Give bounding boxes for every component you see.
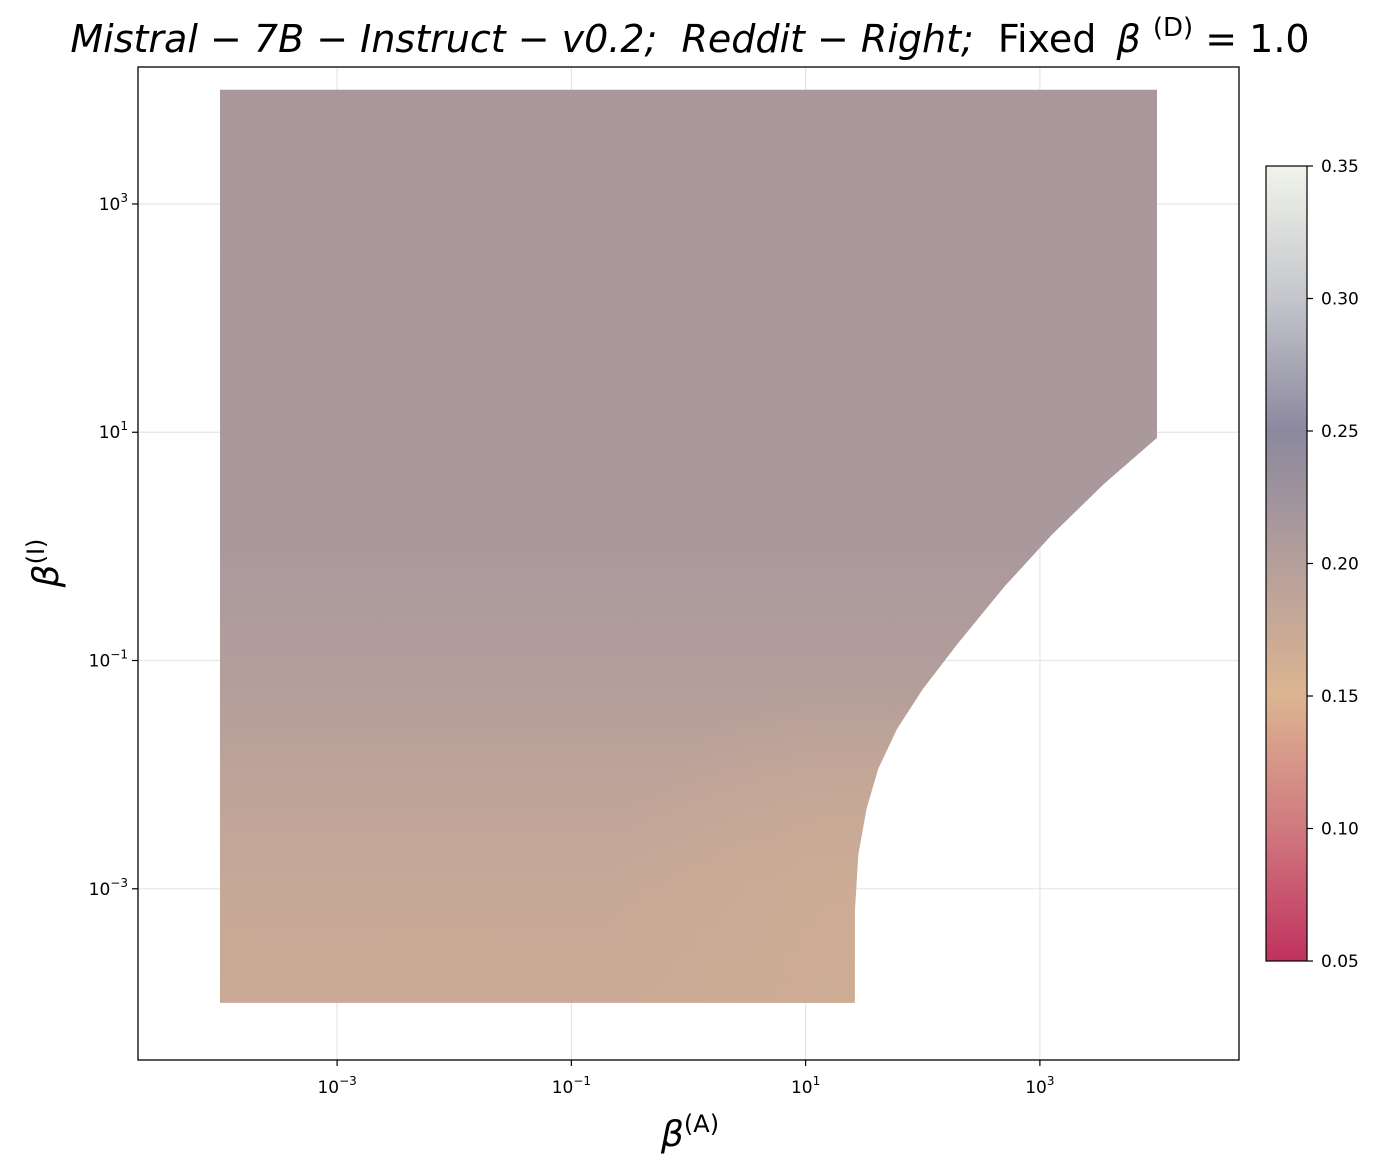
y-axis-ticks: 103 101 10−1 10−3	[89, 191, 138, 900]
colorbar-tick-label: 0.35	[1321, 157, 1359, 177]
x-axis-ticks: 10−3 10−1 101 103	[317, 1060, 1055, 1098]
colorbar-tick-label: 0.20	[1321, 555, 1359, 575]
y-tick-label: 10−1	[89, 648, 128, 672]
y-axis-label: β(I)	[22, 539, 67, 589]
y-tick-label: 101	[99, 419, 128, 443]
colorbar: 0.05 0.10 0.15 0.20 0.25 0.30 0.35	[1265, 157, 1359, 972]
colorbar-gradient	[1266, 166, 1307, 961]
x-axis-label: β(A)	[660, 1110, 719, 1155]
colorbar-tick-label: 0.15	[1321, 687, 1359, 707]
y-tick-label: 10−3	[89, 876, 128, 900]
chart-title: Mistral − 7B − Instruct − v0.2; Reddit −…	[70, 1, 1309, 61]
heatmap-warm-tint	[220, 89, 1157, 1003]
colorbar-ticks: 0.05 0.10 0.15 0.20 0.25 0.30 0.35	[1307, 157, 1359, 972]
title-dataset: Reddit − Right;	[681, 17, 973, 61]
x-tick-label: 101	[791, 1074, 820, 1098]
title-beta-sup: (D)	[1153, 13, 1193, 43]
colorbar-tick-label: 0.30	[1321, 290, 1359, 310]
y-tick-label: 103	[99, 191, 128, 215]
heatmap-region	[220, 89, 1157, 1003]
x-tick-label: 10−1	[552, 1074, 591, 1098]
plot-area: 10−3 10−1 101 103 103 101 10−1 10−3	[89, 66, 1240, 1098]
title-model: Mistral − 7B − Instruct − v0.2;	[70, 17, 657, 61]
colorbar-tick-label: 0.05	[1321, 952, 1359, 972]
title-value: = 1.0	[1205, 17, 1309, 61]
title-beta: β	[1115, 17, 1140, 61]
title-fixed: Fixed	[998, 17, 1096, 61]
x-tick-label: 103	[1025, 1074, 1054, 1098]
x-tick-label: 10−3	[317, 1074, 356, 1098]
plot-frame	[137, 66, 1240, 1061]
colorbar-tick-label: 0.25	[1321, 422, 1359, 442]
colorbar-tick-label: 0.10	[1321, 820, 1359, 840]
